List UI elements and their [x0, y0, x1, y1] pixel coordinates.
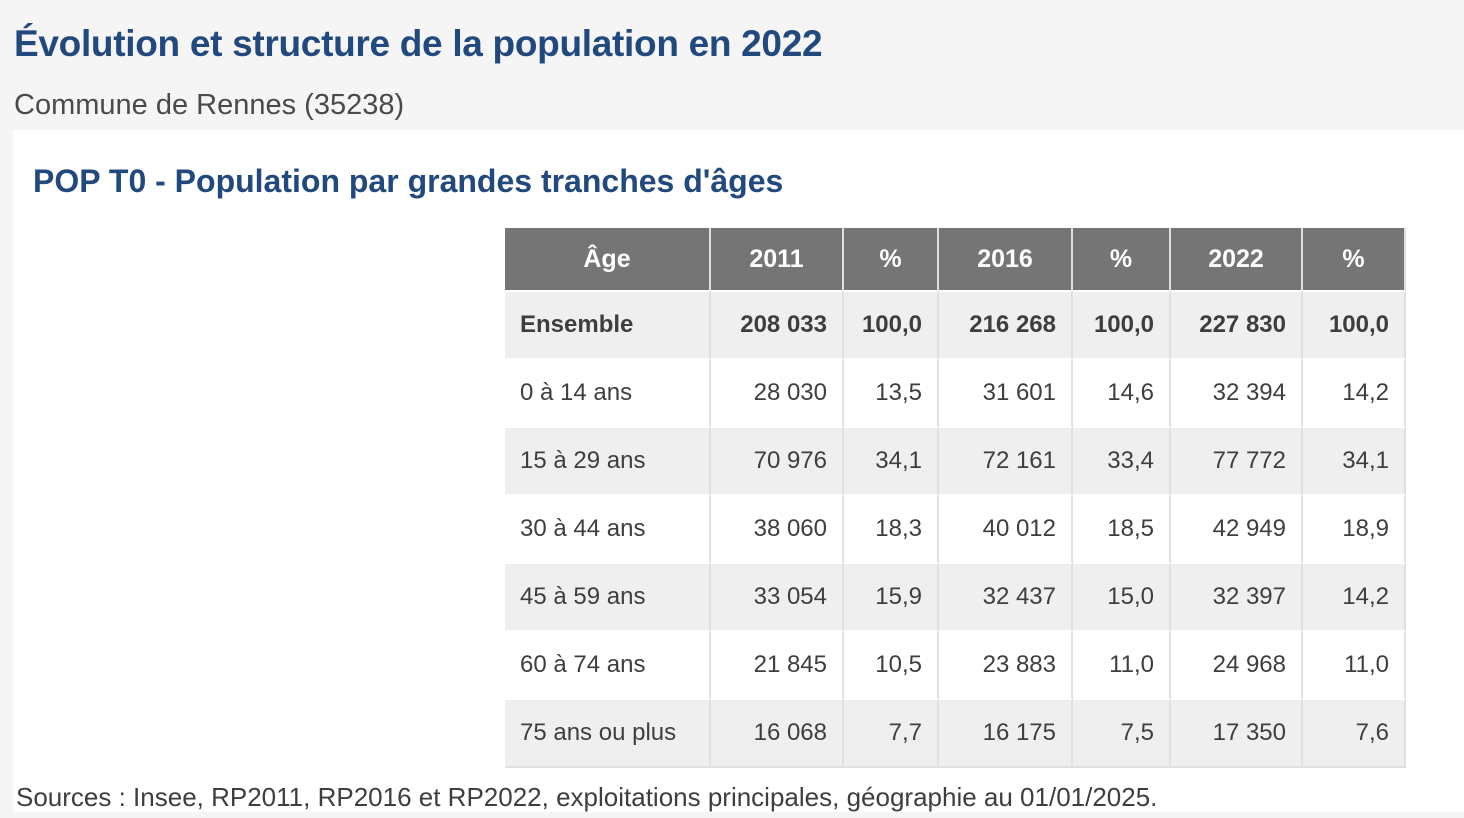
value-cell: 23 883 — [939, 632, 1073, 700]
column-header-age: Âge — [505, 228, 711, 292]
page-header: Évolution et structure de la population … — [0, 22, 1464, 120]
sources-note: Sources : Insee, RP2011, RP2016 et RP202… — [16, 782, 1158, 812]
value-cell: 24 968 — [1171, 632, 1303, 700]
value-cell: 15,9 — [844, 564, 939, 632]
value-cell: 31 601 — [939, 360, 1073, 428]
row-label: 60 à 74 ans — [505, 632, 711, 700]
table-row-45-59: 45 à 59 ans 33 054 15,9 32 437 15,0 32 3… — [505, 564, 1406, 632]
value-cell: 38 060 — [711, 496, 844, 564]
column-header-pct-2022: % — [1303, 228, 1406, 292]
value-cell: 34,1 — [844, 428, 939, 496]
commune-subtitle: Commune de Rennes (35238) — [14, 89, 405, 121]
value-cell: 21 845 — [711, 632, 844, 700]
table-title: POP T0 - Population par grandes tranches… — [33, 163, 784, 199]
value-cell: 34,1 — [1303, 428, 1406, 496]
value-cell: 100,0 — [1303, 292, 1406, 360]
value-cell: 32 394 — [1171, 360, 1303, 428]
value-cell: 16 068 — [711, 700, 844, 768]
value-cell: 28 030 — [711, 360, 844, 428]
value-cell: 70 976 — [711, 428, 844, 496]
value-cell: 7,6 — [1303, 700, 1406, 768]
row-label: 15 à 29 ans — [505, 428, 711, 496]
row-label: Ensemble — [505, 292, 711, 360]
value-cell: 42 949 — [1171, 496, 1303, 564]
value-cell: 33,4 — [1073, 428, 1171, 496]
table-header-row: Âge 2011 % 2016 % 2022 % — [505, 228, 1406, 292]
table-row-75-plus: 75 ans ou plus 16 068 7,7 16 175 7,5 17 … — [505, 700, 1406, 768]
value-cell: 14,2 — [1303, 564, 1406, 632]
value-cell: 17 350 — [1171, 700, 1303, 768]
value-cell: 18,3 — [844, 496, 939, 564]
value-cell: 11,0 — [1073, 632, 1171, 700]
value-cell: 16 175 — [939, 700, 1073, 768]
value-cell: 7,7 — [844, 700, 939, 768]
value-cell: 15,0 — [1073, 564, 1171, 632]
page-title: Évolution et structure de la population … — [14, 23, 823, 64]
value-cell: 32 397 — [1171, 564, 1303, 632]
content-card: POP T0 - Population par grandes tranches… — [13, 130, 1464, 812]
column-header-pct-2016: % — [1073, 228, 1171, 292]
value-cell: 13,5 — [844, 360, 939, 428]
value-cell: 216 268 — [939, 292, 1073, 360]
column-header-2022: 2022 — [1171, 228, 1303, 292]
value-cell: 227 830 — [1171, 292, 1303, 360]
value-cell: 72 161 — [939, 428, 1073, 496]
value-cell: 14,6 — [1073, 360, 1171, 428]
row-label: 0 à 14 ans — [505, 360, 711, 428]
population-table: Âge 2011 % 2016 % 2022 % Ensemble 208 03… — [505, 228, 1406, 768]
table-row-30-44: 30 à 44 ans 38 060 18,3 40 012 18,5 42 9… — [505, 496, 1406, 564]
table-row-0-14: 0 à 14 ans 28 030 13,5 31 601 14,6 32 39… — [505, 360, 1406, 428]
value-cell: 7,5 — [1073, 700, 1171, 768]
value-cell: 14,2 — [1303, 360, 1406, 428]
table-row-15-29: 15 à 29 ans 70 976 34,1 72 161 33,4 77 7… — [505, 428, 1406, 496]
row-label: 45 à 59 ans — [505, 564, 711, 632]
column-header-2016: 2016 — [939, 228, 1073, 292]
value-cell: 10,5 — [844, 632, 939, 700]
table-row-60-74: 60 à 74 ans 21 845 10,5 23 883 11,0 24 9… — [505, 632, 1406, 700]
value-cell: 18,5 — [1073, 496, 1171, 564]
value-cell: 40 012 — [939, 496, 1073, 564]
value-cell: 33 054 — [711, 564, 844, 632]
table-row-ensemble: Ensemble 208 033 100,0 216 268 100,0 227… — [505, 292, 1406, 360]
column-header-pct-2011: % — [844, 228, 939, 292]
value-cell: 208 033 — [711, 292, 844, 360]
row-label: 30 à 44 ans — [505, 496, 711, 564]
value-cell: 100,0 — [1073, 292, 1171, 360]
value-cell: 100,0 — [844, 292, 939, 360]
row-label: 75 ans ou plus — [505, 700, 711, 768]
value-cell: 11,0 — [1303, 632, 1406, 700]
value-cell: 32 437 — [939, 564, 1073, 632]
value-cell: 77 772 — [1171, 428, 1303, 496]
column-header-2011: 2011 — [711, 228, 844, 292]
value-cell: 18,9 — [1303, 496, 1406, 564]
